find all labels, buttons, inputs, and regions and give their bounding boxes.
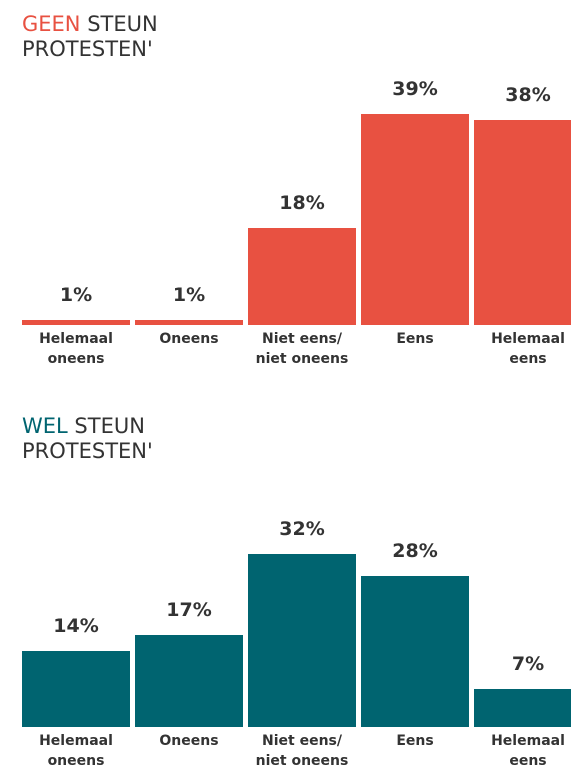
bar — [135, 319, 243, 325]
value-label: 38% — [505, 83, 551, 106]
category-label: Helemaal eens — [491, 331, 565, 367]
value-label: 7% — [511, 653, 545, 676]
value-label: 28% — [392, 539, 438, 562]
value-label: 18% — [279, 191, 325, 214]
category-label: Helemaal oneens — [39, 331, 113, 367]
value-label: 14% — [53, 615, 99, 638]
bar — [22, 651, 130, 727]
value-label: 39% — [392, 78, 438, 101]
category-label: Eens — [396, 733, 434, 749]
category-label: Helemaal eens — [491, 733, 565, 769]
category-label: Oneens — [159, 733, 219, 749]
category-label: Niet eens/ niet oneens — [255, 733, 349, 769]
chart-title: GEEN STEUN PROTESTEN' — [22, 12, 222, 62]
title-highlight: WEL — [22, 414, 68, 438]
bar — [361, 114, 469, 325]
title-text: STEUN PROTESTEN' — [22, 414, 153, 463]
bar — [248, 554, 356, 727]
category-label: Niet eens/ niet oneens — [255, 331, 349, 367]
category-label: Oneens — [159, 331, 219, 347]
bar — [135, 635, 243, 727]
value-label: 1% — [172, 283, 206, 306]
value-label: 1% — [59, 283, 93, 306]
chart-title: WEL STEUN PROTESTEN' — [22, 414, 222, 464]
category-label: Eens — [396, 331, 434, 347]
bar — [474, 689, 571, 727]
title-highlight: GEEN — [22, 12, 81, 36]
bar — [474, 119, 571, 325]
bar — [248, 227, 356, 325]
value-label: 17% — [166, 599, 212, 622]
bar — [22, 319, 130, 325]
category-label: Helemaal oneens — [39, 733, 113, 769]
value-label: 32% — [279, 518, 325, 541]
bar — [361, 575, 469, 727]
title-text: STEUN PROTESTEN' — [22, 12, 158, 61]
